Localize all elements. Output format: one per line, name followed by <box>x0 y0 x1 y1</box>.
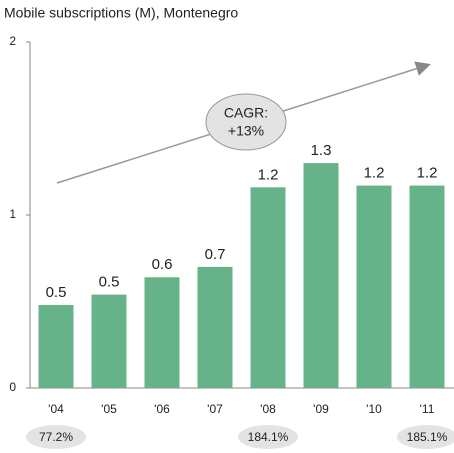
x-tick-label: '04 <box>48 402 64 416</box>
y-tick-label: 2 <box>9 34 16 48</box>
value-label: 1.2 <box>417 165 438 182</box>
chart-title: Mobile subscriptions (M), Montenegro <box>4 5 238 21</box>
bar <box>409 185 445 388</box>
x-tick-label: '10 <box>366 402 382 416</box>
x-tick-label: '07 <box>207 402 223 416</box>
cagr-bubble <box>205 93 287 151</box>
footnote: 185.1% <box>407 430 448 444</box>
footnote-bubble <box>238 425 298 449</box>
x-tick-label: '08 <box>260 402 276 416</box>
footnote-bubble <box>26 425 86 449</box>
annotation: CAGR: <box>224 105 268 121</box>
value-label: 0.6 <box>152 256 173 273</box>
bar <box>197 266 233 388</box>
y-tick-label: 0 <box>9 380 16 394</box>
footnote-bubble <box>397 425 454 449</box>
x-tick-label: '09 <box>313 402 329 416</box>
bar <box>250 187 286 388</box>
bar <box>91 294 127 388</box>
value-label: 1.3 <box>311 142 332 159</box>
bar <box>38 304 74 388</box>
annotation: +13% <box>228 123 264 139</box>
bar <box>303 163 339 388</box>
value-label: 1.2 <box>364 165 385 182</box>
value-label: 1.2 <box>258 166 279 183</box>
bar <box>356 185 392 388</box>
footnote: 184.1% <box>248 430 289 444</box>
value-label: 0.5 <box>99 274 120 291</box>
bar <box>144 277 180 388</box>
y-tick-label: 1 <box>9 207 16 221</box>
x-tick-label: '05 <box>101 402 117 416</box>
value-label: 0.5 <box>46 284 67 301</box>
x-tick-label: '11 <box>420 402 435 416</box>
value-label: 0.7 <box>205 246 226 263</box>
footnote: 77.2% <box>39 430 73 444</box>
x-tick-label: '06 <box>154 402 170 416</box>
